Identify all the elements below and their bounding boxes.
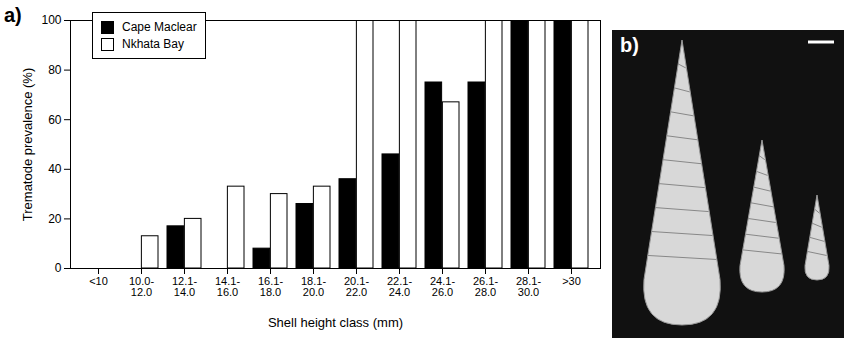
svg-text:<10: <10 xyxy=(89,275,108,287)
svg-text:60: 60 xyxy=(48,113,62,127)
svg-text:22.1-24.0: 22.1-24.0 xyxy=(387,275,412,298)
svg-text:18.1-20.0: 18.1-20.0 xyxy=(301,275,326,298)
svg-text:12.1-14.0: 12.1-14.0 xyxy=(172,275,197,298)
svg-text:100: 100 xyxy=(41,13,61,27)
svg-text:80: 80 xyxy=(48,63,62,77)
html-text:b): b) xyxy=(620,34,639,56)
svg-text:10.0-12.0: 10.0-12.0 xyxy=(129,275,154,298)
svg-text:40: 40 xyxy=(48,162,62,176)
svg-text:24.1-26.0: 24.1-26.0 xyxy=(430,275,455,298)
html-text:a): a) xyxy=(4,4,22,26)
svg-text:>30: >30 xyxy=(562,275,581,287)
svg-text:28.1-30.0: 28.1-30.0 xyxy=(516,275,541,298)
svg-text:20.1-22.0: 20.1-22.0 xyxy=(344,275,369,298)
svg-text:26.1-28.0: 26.1-28.0 xyxy=(473,275,498,298)
svg-text:14.1-16.0: 14.1-16.0 xyxy=(215,275,240,298)
svg-text:16.1-18.0: 16.1-18.0 xyxy=(258,275,283,298)
svg-text:Trematode prevalence (%): Trematode prevalence (%) xyxy=(20,68,35,221)
html-text:Cape Maclear: Cape Maclear xyxy=(122,20,197,34)
svg-text:Shell height class (mm): Shell height class (mm) xyxy=(268,315,403,330)
svg-text:0: 0 xyxy=(55,261,62,275)
svg-text:20: 20 xyxy=(48,212,62,226)
html-text:Nkhata Bay: Nkhata Bay xyxy=(122,37,184,51)
